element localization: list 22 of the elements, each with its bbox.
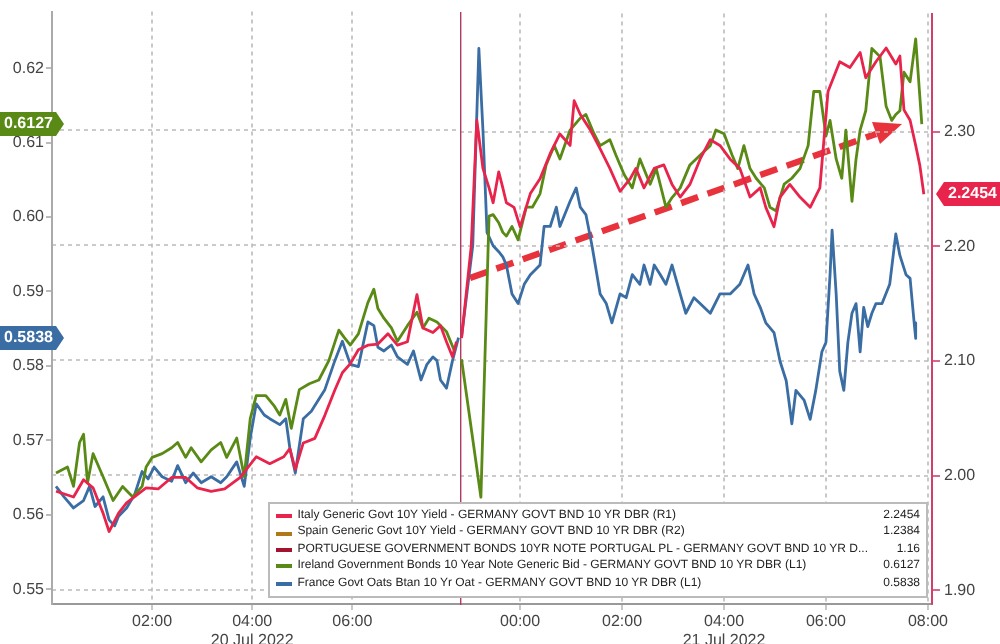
y-tick-label: 0.57 bbox=[12, 430, 46, 449]
x-tick-label: 02:00 bbox=[132, 612, 174, 631]
annotation: 0.5838 bbox=[0, 326, 57, 351]
y-tick-label: 0.56 bbox=[12, 505, 46, 524]
y-tick-label: 0.60 bbox=[12, 207, 46, 226]
y2-tick-label: 2.20 bbox=[944, 236, 977, 255]
y2-tick-label: 2.10 bbox=[944, 351, 977, 370]
x-tick-label: 06:00 bbox=[805, 612, 848, 631]
y2-tick-label: 1.90 bbox=[944, 580, 977, 599]
x-tick-label: 02:00 bbox=[602, 612, 644, 631]
text: 2.2454 bbox=[944, 182, 1000, 207]
y-tick-label: 0.55 bbox=[12, 579, 46, 598]
y2-tick-label: 2.30 bbox=[944, 122, 977, 141]
y-tick-label: 0.59 bbox=[12, 281, 46, 300]
y-tick-label: 0.58 bbox=[12, 356, 46, 375]
x-tick-label: 00:00 bbox=[500, 612, 542, 631]
x-tick-label: 08:00 bbox=[907, 612, 950, 631]
y-tick-label: 0.62 bbox=[12, 58, 46, 77]
y2-tick-label: 2.00 bbox=[944, 466, 977, 485]
y-tick-label: 0.61 bbox=[12, 132, 46, 151]
annotation: 0.6127 bbox=[0, 112, 57, 137]
x-tick-label: 06:00 bbox=[332, 612, 374, 631]
